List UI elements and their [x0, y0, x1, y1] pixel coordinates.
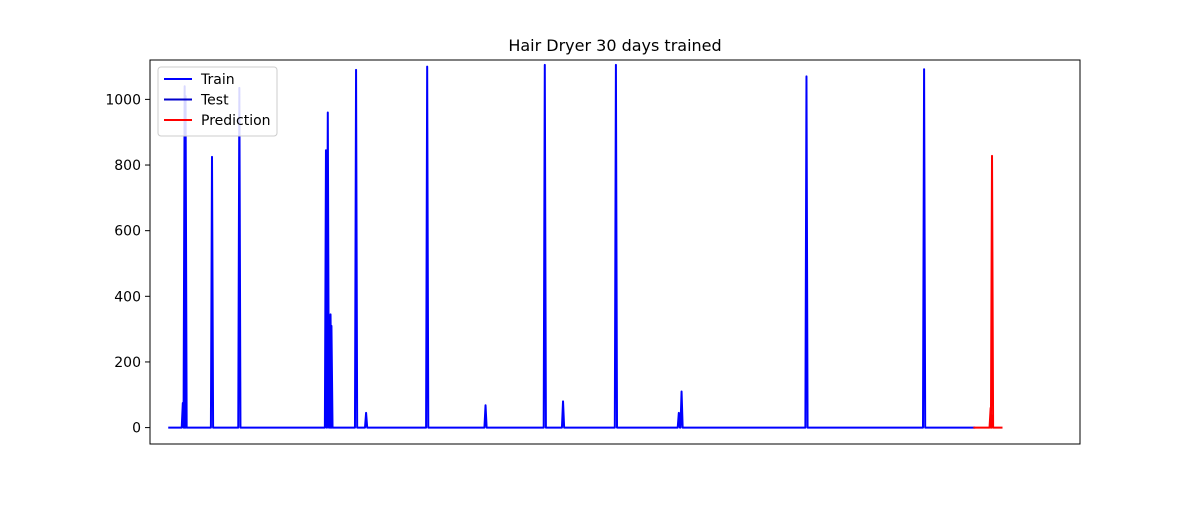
- y-axis: 0 200 400 600 800 1000: [105, 92, 150, 437]
- y-tick-label: 600: [114, 224, 141, 240]
- legend-box: [157, 66, 278, 137]
- y-tick-label: 800: [114, 158, 141, 174]
- series-line-train: [168, 63, 976, 429]
- y-tick-label: 1000: [105, 92, 141, 108]
- legend-label: Prediction: [201, 113, 271, 129]
- legend-label: Train: [200, 72, 235, 88]
- legend-label: Test: [200, 93, 229, 109]
- chart-title: Hair Dryer 30 days trained: [508, 36, 721, 55]
- legend: Train Test Prediction: [157, 66, 278, 137]
- plot-frame: [149, 59, 1081, 445]
- plot-lines: [168, 63, 1003, 429]
- y-tick-label: 0: [132, 421, 141, 437]
- y-tick-label: 200: [114, 355, 141, 371]
- y-tick-label: 400: [114, 289, 141, 305]
- series-line-prediction: [973, 154, 1003, 429]
